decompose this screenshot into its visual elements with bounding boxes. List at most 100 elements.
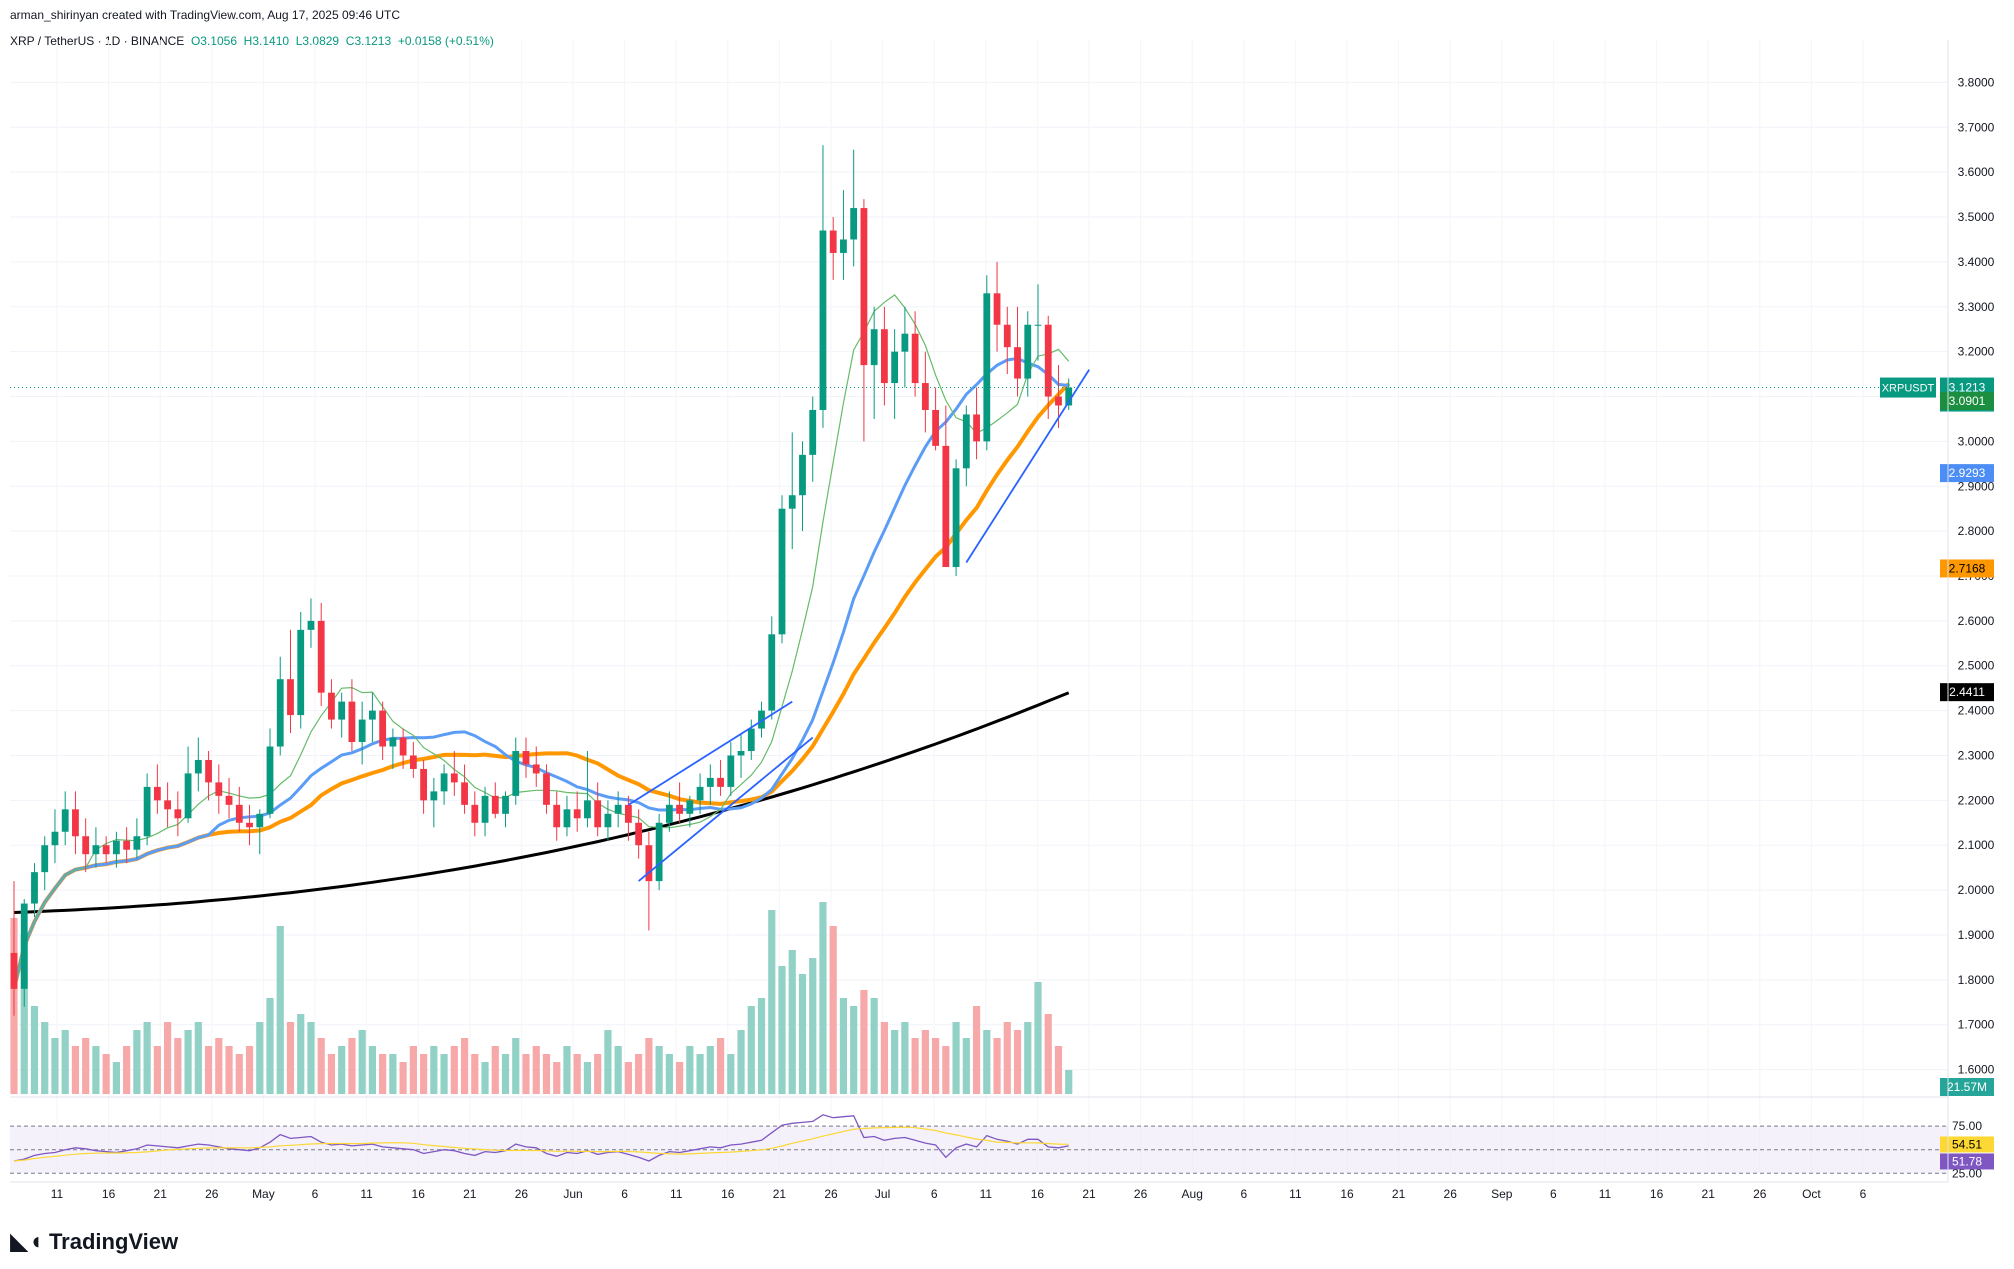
x-tick-label: 16 xyxy=(1650,1187,1664,1201)
volume-bar xyxy=(368,1046,376,1094)
candle-body xyxy=(409,755,417,769)
ma-axis-label: 2.9293 xyxy=(1949,466,1986,480)
x-tick-label: Aug xyxy=(1182,1187,1203,1201)
candle-body xyxy=(758,710,765,729)
candle-body xyxy=(174,809,182,819)
candle-body xyxy=(614,804,622,814)
x-tick-label: 21 xyxy=(1082,1187,1096,1201)
candle-body xyxy=(553,804,561,828)
candle-body xyxy=(307,620,315,630)
candle-body xyxy=(205,759,212,783)
x-tick-label: 26 xyxy=(205,1187,219,1201)
volume-bar xyxy=(850,1006,858,1094)
x-tick-label: 26 xyxy=(824,1187,838,1201)
rsi-label: 51.78 xyxy=(1952,1154,1982,1168)
candle-body xyxy=(358,719,366,743)
candle-body xyxy=(10,952,18,989)
volume-bar xyxy=(860,990,868,1094)
candle-body xyxy=(829,230,837,253)
volume-bar xyxy=(1044,1014,1052,1094)
volume-bar xyxy=(266,998,274,1094)
ma50-line xyxy=(12,356,1069,990)
candle-body xyxy=(113,840,120,855)
volume-bar xyxy=(123,1046,131,1094)
x-tick-label: 11 xyxy=(980,1187,993,1201)
candle-body xyxy=(123,840,131,850)
x-tick-label: 21 xyxy=(773,1187,787,1201)
volume-bar xyxy=(92,1046,100,1094)
volume-bar xyxy=(460,1038,469,1094)
candle-body xyxy=(962,414,970,469)
volume-bar xyxy=(307,1022,315,1094)
volume-label-box xyxy=(1940,1078,1994,1096)
candle-body xyxy=(82,836,90,855)
volume-bar xyxy=(932,1038,940,1094)
price-label-symbol: XRPUSDT xyxy=(1882,383,1935,395)
volume-bar xyxy=(358,1030,366,1094)
open-value: 3.1056 xyxy=(200,34,237,48)
candle-body xyxy=(860,208,868,366)
candle-body xyxy=(635,822,643,846)
volume-bar xyxy=(594,1054,602,1094)
candle-body xyxy=(317,620,325,693)
volume-bar xyxy=(225,1046,233,1094)
y-tick-label: 2.1000 xyxy=(1958,838,1995,852)
x-tick-label: 21 xyxy=(463,1187,477,1201)
volume-bar xyxy=(563,1046,571,1094)
volume-bar xyxy=(737,1030,745,1094)
volume-bar xyxy=(665,1054,673,1094)
volume-bar xyxy=(82,1038,90,1094)
volume-bar xyxy=(164,1022,172,1094)
volume-bar xyxy=(645,1038,653,1094)
candle-body xyxy=(1065,387,1073,406)
volume-label: 21.57M xyxy=(1947,1080,1987,1094)
candle-body xyxy=(543,773,550,805)
candle-body xyxy=(983,293,991,442)
volume-bar xyxy=(778,966,786,1094)
volume-bar xyxy=(942,1046,950,1094)
volume-bar xyxy=(450,1046,458,1094)
volume-bar xyxy=(532,1046,540,1094)
x-tick-label: 6 xyxy=(1550,1187,1557,1201)
candle-body xyxy=(153,786,161,801)
volume-bar xyxy=(256,1022,264,1094)
volume-bar xyxy=(1003,1022,1011,1094)
volume-bar xyxy=(491,1046,499,1094)
y-tick-label: 3.2000 xyxy=(1958,345,1995,359)
ma-axis-label: 3.0901 xyxy=(1949,394,1986,408)
x-tick-label: 26 xyxy=(1134,1187,1148,1201)
volume-bar xyxy=(481,1062,489,1094)
volume-bar xyxy=(757,998,766,1094)
tradingview-logo[interactable]: ◣◖ TradingView xyxy=(10,1227,178,1256)
volume-bar xyxy=(389,1054,397,1094)
candle-body xyxy=(809,409,817,455)
candle-body xyxy=(686,800,694,814)
trend-line xyxy=(965,369,1090,564)
candle-body xyxy=(1044,324,1052,397)
symbol-name[interactable]: XRP / TetherUS · 1D · BINANCE xyxy=(10,34,185,48)
x-tick-label: 16 xyxy=(1340,1187,1354,1201)
candle-body xyxy=(1055,396,1062,406)
volume-bar xyxy=(379,1054,387,1094)
price-label-value: 3.1213 xyxy=(1949,381,1986,395)
volume-bar xyxy=(522,1054,530,1094)
candle-body xyxy=(942,445,950,568)
volume-bar xyxy=(829,926,837,1094)
candle-body xyxy=(184,773,192,819)
close-value: 3.1213 xyxy=(354,34,392,48)
volume-bar xyxy=(788,950,796,1094)
volume-bar xyxy=(184,1030,192,1094)
volume-bar xyxy=(542,1054,551,1094)
rsi-tick-label: 75.00 xyxy=(1952,1119,1982,1133)
candle-body xyxy=(778,508,786,635)
candle-body xyxy=(921,383,929,410)
candle-body xyxy=(594,800,602,828)
y-tick-label: 3.6000 xyxy=(1958,165,1995,179)
candle-body xyxy=(655,822,663,882)
candle-body xyxy=(61,809,69,832)
ma200-line xyxy=(13,691,1070,914)
volume-bar xyxy=(317,1038,325,1094)
x-tick-label: 21 xyxy=(1702,1187,1716,1201)
volume-bar xyxy=(655,1046,663,1094)
